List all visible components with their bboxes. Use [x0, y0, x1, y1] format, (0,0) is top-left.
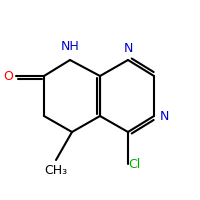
Text: O: O — [3, 70, 13, 82]
Text: NH: NH — [61, 40, 79, 52]
Text: CH₃: CH₃ — [44, 164, 68, 176]
Text: N: N — [159, 110, 169, 122]
Text: N: N — [123, 42, 133, 54]
Text: Cl: Cl — [128, 158, 140, 170]
